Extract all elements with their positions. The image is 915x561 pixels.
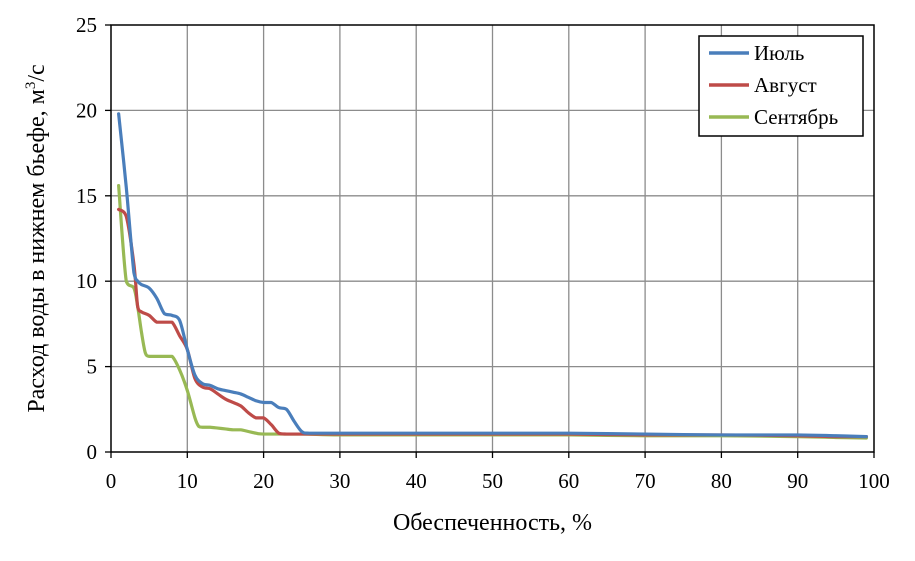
x-tick-label: 50	[482, 469, 503, 493]
x-tick-label: 100	[858, 469, 890, 493]
x-tick-label: 90	[787, 469, 808, 493]
legend: Июль Август Сентябрь	[698, 35, 864, 137]
series-lines	[117, 112, 868, 440]
x-tick-label: 0	[106, 469, 117, 493]
x-tick-label: 60	[558, 469, 579, 493]
x-tick-label: 80	[711, 469, 732, 493]
y-tick-label: 0	[87, 440, 98, 464]
y-tick-label: 10	[76, 269, 97, 293]
x-tick-label: 70	[635, 469, 656, 493]
x-tick-label: 40	[406, 469, 427, 493]
legend-label: Сентябрь	[754, 105, 838, 129]
y-axis-title-tail: /с	[24, 64, 50, 81]
y-tick-label: 20	[76, 98, 97, 122]
legend-label: Июль	[754, 41, 804, 65]
y-tick-label: 25	[76, 13, 97, 37]
series-line-0	[117, 112, 868, 439]
y-axis-title: Расход воды в нижнем бьефе, м3/с	[23, 64, 50, 412]
axis-ticks: 0 10 20 30 40 50 60 70 80 90 100 0 5 10 15 20 25	[76, 13, 890, 493]
y-axis-title-main: Расход воды в нижнем бьефе, м	[24, 89, 50, 413]
y-axis-title-sup: 3	[23, 82, 39, 90]
legend-label: Август	[754, 73, 817, 97]
x-tick-label: 20	[253, 469, 274, 493]
x-tick-label: 10	[177, 469, 198, 493]
y-tick-label: 5	[87, 355, 98, 379]
x-tick-label: 30	[329, 469, 350, 493]
x-axis-title: Обеспеченность, %	[393, 510, 592, 536]
y-tick-label: 15	[76, 184, 97, 208]
